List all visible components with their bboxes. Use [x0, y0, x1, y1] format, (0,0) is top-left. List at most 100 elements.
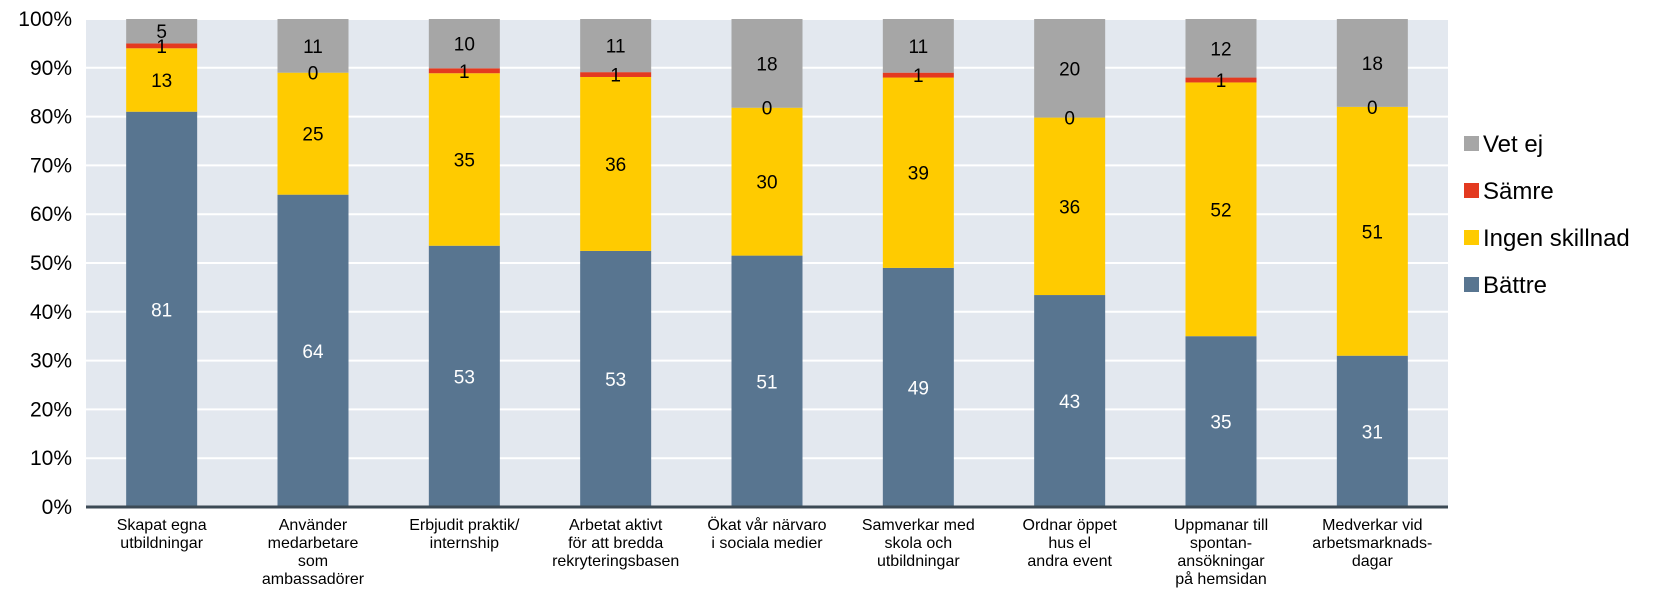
x-tick-label: Använder — [279, 517, 348, 534]
data-label: 49 — [908, 378, 929, 399]
x-tick-label: Medverkar vid — [1322, 517, 1422, 534]
data-label: 0 — [308, 64, 319, 85]
x-tick-label: på hemsidan — [1175, 570, 1267, 588]
y-tick-label: 60% — [30, 203, 72, 226]
x-tick-label: Samverkar med — [862, 517, 975, 534]
legend-label: Bättre — [1483, 272, 1547, 299]
x-tick-label: i sociala medier — [711, 535, 823, 552]
y-tick-label: 50% — [30, 252, 72, 275]
data-label: 25 — [302, 125, 323, 146]
y-tick-label: 80% — [30, 106, 72, 129]
x-tick-label: internship — [430, 535, 499, 552]
legend-label: Vet ej — [1483, 131, 1543, 158]
data-label: 0 — [762, 99, 773, 120]
bar-segment — [1336, 106, 1408, 356]
x-tick-label: utbildningar — [120, 535, 203, 552]
bar-segment — [428, 19, 500, 69]
data-label: 30 — [756, 173, 777, 194]
data-label: 11 — [908, 37, 928, 58]
bar-segment — [731, 255, 803, 507]
x-tick-label: skola och — [885, 535, 953, 552]
y-tick-label: 20% — [30, 398, 72, 421]
data-label: 10 — [454, 35, 475, 56]
bar-segment — [1034, 117, 1106, 296]
x-tick-label: ambassadörer — [262, 571, 365, 588]
data-label: 18 — [756, 54, 777, 75]
bar-segment — [428, 245, 500, 507]
data-label: 81 — [151, 300, 172, 321]
bar-segment — [277, 19, 349, 73]
x-tick-label: som — [298, 553, 328, 570]
data-label: 51 — [756, 372, 777, 393]
y-tick-label: 30% — [30, 350, 72, 373]
bar-segment — [1185, 82, 1257, 337]
x-tick-label: arbetsmarknads- — [1312, 535, 1432, 552]
data-label: 13 — [151, 71, 172, 92]
legend-label: Ingen skillnad — [1483, 225, 1630, 252]
data-label: 1 — [610, 66, 621, 87]
data-label: 43 — [1059, 392, 1080, 413]
bar-segment — [277, 194, 349, 507]
data-label: 52 — [1210, 200, 1231, 221]
bar-segment — [1034, 295, 1106, 507]
legend-label: Sämre — [1483, 178, 1554, 205]
y-tick-label: 70% — [30, 154, 72, 177]
x-tick-label: Ordnar öppet — [1023, 517, 1118, 534]
x-tick-label: ansökningar — [1177, 553, 1265, 570]
bar-segment — [1185, 19, 1257, 78]
data-label: 1 — [156, 37, 167, 58]
data-label: 35 — [1210, 413, 1231, 434]
y-tick-label: 40% — [30, 301, 72, 324]
data-label: 1 — [1216, 71, 1227, 92]
data-label: 12 — [1210, 39, 1231, 60]
data-label: 0 — [1064, 109, 1075, 130]
bar-segment — [882, 72, 954, 78]
x-tick-label: Arbetat aktivt — [569, 517, 663, 534]
data-label: 53 — [605, 370, 626, 391]
data-label: 1 — [459, 62, 470, 83]
data-label: 1 — [913, 66, 924, 87]
data-label: 36 — [1059, 197, 1080, 218]
x-tick-label: Erbjudit praktik/ — [409, 517, 520, 534]
x-tick-label: Uppmanar till — [1174, 517, 1268, 534]
bar-segment — [731, 19, 803, 108]
data-label: 36 — [605, 155, 626, 176]
bar-segment — [580, 19, 652, 73]
data-label: 5 — [156, 22, 167, 43]
bar-segment — [126, 48, 198, 112]
bar-segment — [882, 19, 954, 73]
bar-segment — [1034, 19, 1106, 118]
x-tick-label: Skapat egna — [117, 517, 207, 534]
bar-segment — [277, 72, 349, 195]
data-label: 31 — [1362, 422, 1383, 443]
bar-segment — [126, 43, 198, 49]
data-label: 20 — [1059, 59, 1080, 80]
bar-segment — [580, 72, 652, 77]
bar-segment — [126, 111, 198, 507]
bar-segment — [1185, 336, 1257, 507]
bar-segment — [731, 107, 803, 256]
bar-segment — [1185, 77, 1257, 83]
legend-swatch — [1464, 230, 1479, 245]
legend-swatch — [1464, 136, 1479, 151]
bar-segment — [428, 73, 500, 246]
data-label: 51 — [1362, 222, 1383, 243]
bar-segment — [882, 77, 954, 268]
bar-segment — [882, 267, 954, 507]
data-label: 0 — [1367, 98, 1378, 119]
x-tick-label: för att bredda — [568, 535, 663, 552]
x-tick-label: andra event — [1027, 553, 1112, 570]
legend-swatch — [1464, 277, 1479, 292]
bar-segment — [1336, 19, 1408, 107]
data-label: 11 — [303, 37, 323, 58]
bar-segment — [126, 19, 198, 44]
x-tick-label: Ökat vår närvaro — [707, 516, 826, 534]
data-label: 11 — [606, 37, 626, 58]
bar-segment — [580, 250, 652, 508]
bar-segment — [1336, 355, 1408, 507]
data-label: 64 — [302, 342, 324, 363]
data-label: 35 — [454, 150, 475, 171]
x-tick-label: spontan- — [1190, 535, 1252, 552]
